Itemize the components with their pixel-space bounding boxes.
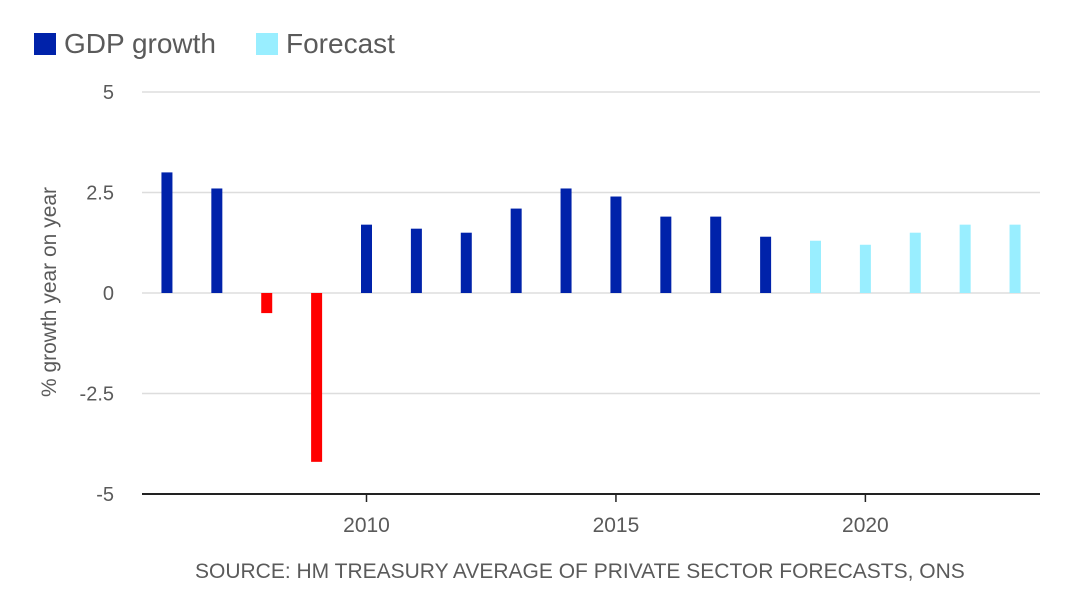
x-tick-label: 2010 bbox=[343, 514, 390, 537]
legend-item-gdp-growth: GDP growth bbox=[34, 28, 216, 60]
legend-label-forecast: Forecast bbox=[286, 28, 395, 59]
legend-swatch-forecast bbox=[256, 33, 278, 55]
y-tick-label: 2.5 bbox=[86, 183, 114, 205]
gdp-growth-bar bbox=[211, 188, 223, 293]
source-note: SOURCE: HM TREASURY AVERAGE OF PRIVATE S… bbox=[195, 560, 965, 583]
gdp-growth-bar bbox=[660, 216, 672, 293]
forecast-bar bbox=[859, 244, 871, 293]
gdp-growth-bar bbox=[710, 216, 722, 293]
gdp-growth-bar bbox=[460, 232, 472, 293]
forecast-bar bbox=[1009, 224, 1021, 293]
gdp-growth-bar bbox=[311, 293, 323, 462]
gdp-growth-bar bbox=[361, 224, 372, 293]
gdp-growth-bar bbox=[410, 228, 422, 293]
gdp-growth-bar bbox=[161, 172, 173, 293]
gdp-growth-bar bbox=[760, 236, 772, 293]
gdp-growth-bar bbox=[560, 188, 572, 293]
legend-label-gdp-growth: GDP growth bbox=[64, 28, 216, 59]
legend-swatch-gdp-growth bbox=[34, 33, 56, 55]
forecast-bar bbox=[959, 224, 971, 293]
x-tick-label: 2015 bbox=[593, 514, 640, 537]
y-tick-label: -5 bbox=[96, 484, 114, 506]
y-tick-label: 5 bbox=[103, 82, 114, 104]
gdp-growth-bar bbox=[510, 208, 522, 293]
gdp-growth-bar bbox=[610, 196, 622, 293]
forecast-bar bbox=[810, 240, 821, 293]
y-tick-label: -2.5 bbox=[80, 384, 114, 406]
forecast-bar bbox=[909, 232, 921, 293]
chart-legend: GDP growth Forecast bbox=[34, 28, 435, 60]
legend-item-forecast: Forecast bbox=[256, 28, 395, 60]
gdp-growth-bar bbox=[261, 293, 273, 314]
y-tick-label: 0 bbox=[103, 283, 114, 305]
x-tick-label: 2020 bbox=[842, 514, 889, 537]
